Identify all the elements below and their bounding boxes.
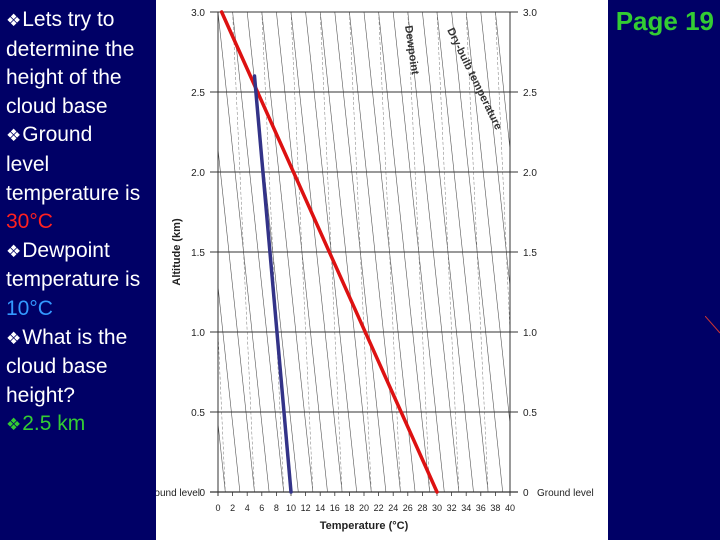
x-tick-label: 8: [274, 503, 279, 513]
bullet-line: temperature is: [6, 181, 141, 205]
x-axis-label: Temperature (°C): [320, 520, 409, 532]
chart-panel: 0 0.5 1.0 1.5 2.0 2.5 3.0 0 0.5 1.0 1.5 2.0 2.5 3.0 0 2…: [156, 0, 608, 540]
y-tick-label-right: 1.0: [523, 328, 537, 339]
chart-svg: 00.51.01.52.02.53.000.51.01.52.02.53.00 2…: [156, 8, 594, 532]
y-tick-label-left: 1.5: [191, 248, 205, 259]
x-tick-label: 18: [344, 503, 354, 513]
ground-temperature-value: 30°C: [6, 210, 53, 234]
adiabat-line: [156, 12, 167, 492]
bullet-line: ❖Dewpoint: [6, 237, 156, 267]
x-tick-label: 4: [245, 503, 250, 513]
bullet-icon: ❖: [6, 126, 22, 147]
bullet-icon: ❖: [6, 241, 22, 262]
answer-value: 2.5 km: [22, 412, 86, 436]
bullet-text: Ground: [22, 123, 93, 147]
bullet-line: ❖What is the: [6, 324, 156, 354]
bullet-text: Dewpoint: [22, 238, 110, 262]
y-tick-label-right: 2.0: [523, 168, 537, 179]
ground-level-left-label: Ground level: [156, 488, 200, 499]
x-tick-label: 32: [447, 503, 457, 513]
x-tick-label: 2: [230, 503, 235, 513]
bullet-line: determine the: [6, 37, 135, 61]
y-tick-label-left: 2.5: [191, 88, 205, 99]
axes: [217, 12, 511, 496]
x-tick-label: 26: [403, 503, 413, 513]
x-tick-label: 36: [476, 503, 486, 513]
x-tick-label: 28: [417, 503, 427, 513]
y-tick-label-right: 0: [523, 488, 529, 499]
slide-text: ❖Lets try to determine the height of the…: [6, 6, 156, 440]
dewpoint-value: 10°C: [6, 296, 53, 320]
y-tick-label-right: 1.5: [523, 248, 537, 259]
x-tick-label: 40: [505, 503, 515, 513]
x-tick-label: 16: [330, 503, 340, 513]
y-tick-label-left: 0: [199, 488, 205, 499]
bullet-line: ❖Ground: [6, 121, 156, 151]
dry-bulb-annotation: Dry-bulb temperature: [444, 26, 504, 132]
series: [219, 10, 439, 494]
y-tick-label-right: 2.5: [523, 88, 537, 99]
x-tick-label: 22: [374, 503, 384, 513]
bullet-icon: ❖: [6, 415, 22, 436]
tick-labels: 00.51.01.52.02.53.000.51.01.52.02.53.00 2…: [191, 8, 537, 513]
stray-line: [705, 316, 720, 334]
y-tick-label-right: 0.5: [523, 408, 537, 419]
bullet-text: What is the: [22, 325, 128, 349]
page-number: Page 19: [615, 6, 714, 36]
bullet-line: cloud base: [6, 94, 108, 118]
bullet-line: height?: [6, 383, 75, 407]
bullet-line: cloud base: [6, 355, 108, 379]
x-tick-label: 14: [315, 503, 325, 513]
y-tick-label-left: 2.0: [191, 168, 205, 179]
x-tick-label: 30: [432, 503, 442, 513]
y-tick-label-right: 3.0: [523, 8, 537, 19]
ground-level-right-label: Ground level: [537, 488, 594, 499]
y-tick-label-left: 0.5: [191, 408, 205, 419]
bullet-icon: ❖: [6, 11, 22, 31]
bullet-icon: ❖: [6, 328, 22, 349]
y-axis-label: Altitude (km): [171, 218, 183, 286]
bullet-line: level: [6, 152, 50, 176]
bullet-text: Lets try to: [22, 8, 115, 31]
x-tick-label: 20: [359, 503, 369, 513]
bullet-line: temperature is: [6, 268, 141, 292]
x-tick-label: 34: [461, 503, 471, 513]
x-tick-label: 0: [215, 503, 220, 513]
x-tick-label: 24: [388, 503, 398, 513]
x-tick-label: 38: [490, 503, 500, 513]
answer-line: ❖2.5 km: [6, 410, 156, 440]
x-tick-label: 10: [286, 503, 296, 513]
x-tick-label: 12: [301, 503, 311, 513]
y-tick-label-left: 3.0: [191, 8, 205, 19]
bullet-line: ❖Lets try to: [6, 6, 156, 36]
dewpoint-guide-line: [156, 12, 167, 492]
dewpoint-annotation: Dewpoint: [402, 25, 421, 76]
bullet-line: height of the: [6, 66, 122, 90]
y-tick-label-left: 1.0: [191, 328, 205, 339]
dewpoint-series-line: [252, 74, 293, 494]
x-tick-label: 6: [259, 503, 264, 513]
